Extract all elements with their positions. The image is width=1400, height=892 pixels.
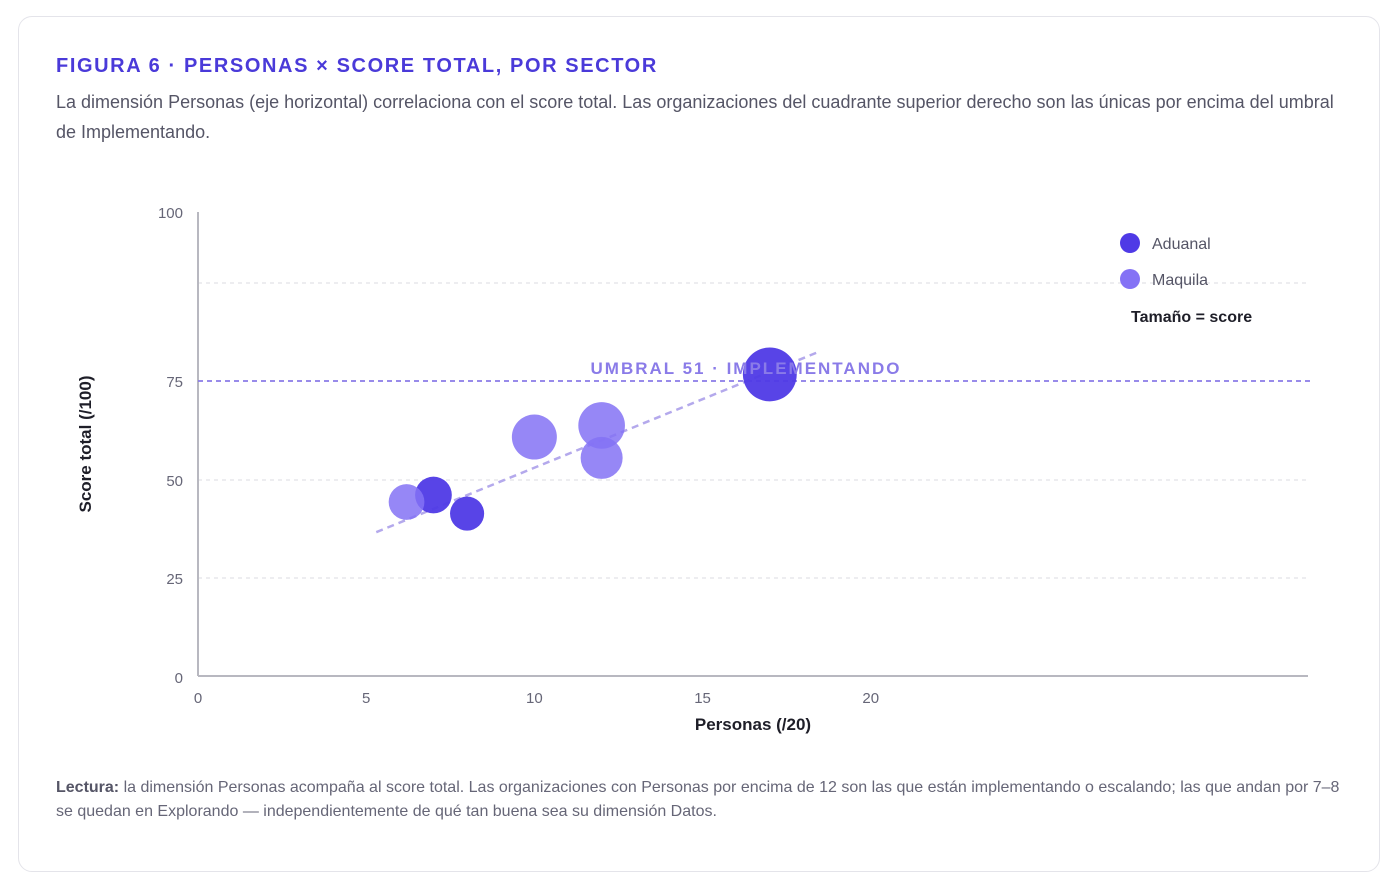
y-tick-label: 50: [166, 473, 183, 490]
y-tick-label: 0: [175, 670, 183, 687]
y-tick-label: 25: [166, 571, 183, 588]
bubble-aduanal-1: [450, 496, 485, 531]
x-tick-label: 5: [362, 690, 370, 707]
legend-label-aduanal: Aduanal: [1152, 236, 1211, 253]
x-tick-label: 10: [526, 690, 543, 707]
reading-text: la dimensión Personas acompaña al score …: [56, 779, 1340, 820]
bubble-maquila-0: [388, 484, 425, 520]
threshold-label: UMBRAL 51 · IMPLEMENTANDO: [591, 359, 902, 378]
x-axis-title: Personas (/20): [695, 715, 811, 734]
x-tick-label: 20: [862, 690, 879, 707]
x-tick-label: 0: [194, 690, 202, 707]
reading-label: Lectura:: [56, 779, 120, 796]
reading-note: Lectura: la dimensión Personas acompaña …: [56, 776, 1346, 824]
legend-label-maquila: Maquila: [1152, 272, 1208, 289]
bubble-maquila-3: [580, 436, 623, 479]
x-tick-label: 15: [694, 690, 711, 707]
figure-subtitle: La dimensión Personas (eje horizontal) c…: [56, 92, 1334, 142]
y-tick-label: 75: [166, 374, 183, 391]
legend-marker-maquila: [1120, 269, 1140, 289]
bubble-maquila-2: [578, 402, 625, 449]
legend-marker-aduanal: [1120, 233, 1140, 253]
y-axis-title: Score total (/100): [76, 376, 95, 513]
y-tick-label: 100: [158, 205, 183, 222]
legend-size-note: Tamaño = score: [1131, 309, 1252, 326]
figure-card: FIGURA 6 · PERSONAS × SCORE TOTAL, POR S…: [18, 16, 1380, 872]
bubble-maquila-1: [511, 414, 557, 460]
bubble-aduanal-2: [742, 347, 797, 402]
figure-title: FIGURA 6 · PERSONAS × SCORE TOTAL, POR S…: [56, 55, 658, 77]
